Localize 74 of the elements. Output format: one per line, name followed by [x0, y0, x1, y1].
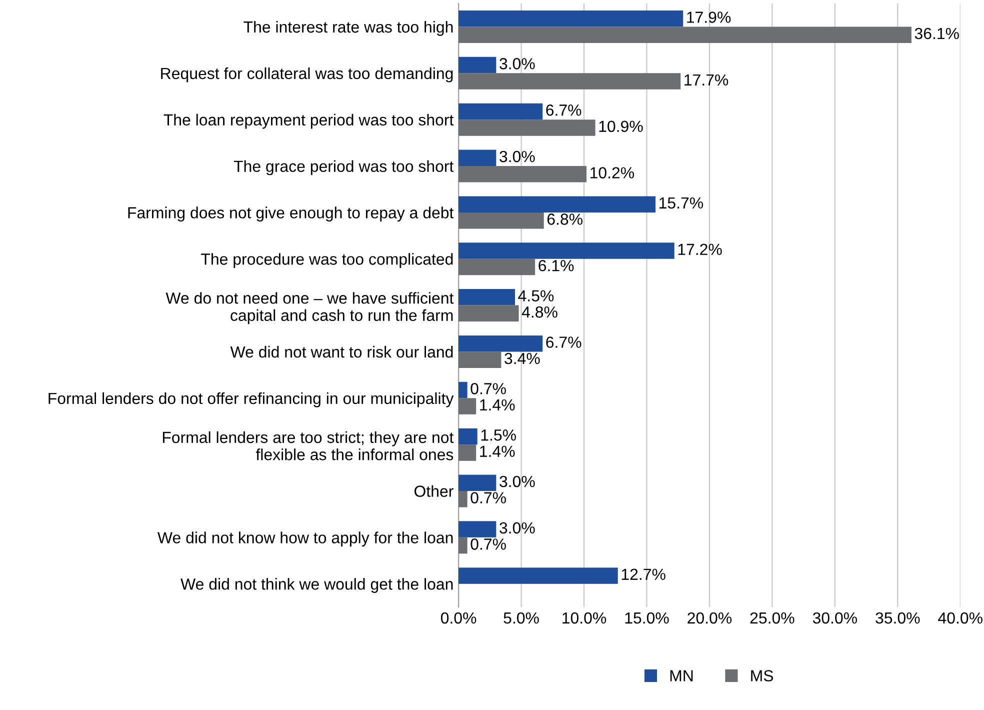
bar: [458, 474, 496, 491]
data-label: 6.1%: [538, 260, 574, 272]
bar: [458, 568, 618, 584]
y-tick-label: Formal lenders do not offer refinancing in our municipality: [48, 392, 454, 408]
x-tick-label: 20.0%: [688, 612, 732, 624]
data-label: 1.4%: [480, 399, 515, 410]
bar: [458, 382, 468, 398]
bar: [458, 120, 596, 136]
y-tick-label: We did not want to risk our land: [230, 346, 453, 358]
bar: [458, 289, 515, 306]
data-label: 4.5%: [518, 290, 554, 302]
data-label: 0.7%: [470, 492, 506, 504]
data-label: 0.7%: [470, 538, 506, 550]
bar: [458, 335, 543, 352]
y-tick-label: We did not think we would get the loan: [180, 578, 453, 593]
data-label: 0.7%: [470, 383, 506, 394]
y-tick-label: Farming does not give enough to repay a debt: [128, 206, 454, 222]
bar: [458, 521, 496, 538]
x-tick-label: 35.0%: [876, 612, 920, 624]
bar: [458, 242, 674, 259]
bar: [458, 150, 496, 166]
bar: [458, 73, 681, 90]
bar: [458, 444, 476, 461]
y-tick-label: Other: [414, 485, 454, 497]
x-tick-label: 40.0%: [938, 612, 982, 624]
legend-label: MS: [751, 670, 774, 682]
x-tick-label: 15.0%: [625, 612, 669, 624]
x-tick-label: 0.0%: [440, 612, 476, 624]
y-tick-label: The procedure was too complicated: [201, 253, 453, 268]
x-tick-label: 5.0%: [504, 612, 539, 624]
bar: [458, 537, 468, 554]
data-label: 6.7%: [546, 104, 582, 116]
bar: [458, 352, 502, 368]
y-tick-label: We do not need one – we have sufficient capital and cash to run the farm: [166, 292, 454, 324]
data-label: 6.7%: [546, 336, 582, 348]
y-tick-label: We did not know how to apply for the loan: [158, 532, 453, 547]
bar: [458, 196, 656, 212]
data-label: 10.9%: [599, 120, 643, 132]
bar: [458, 10, 684, 27]
data-label: 15.7%: [660, 197, 704, 209]
bar: [458, 258, 536, 276]
data-label: 17.7%: [684, 74, 728, 86]
data-label: 36.1%: [914, 28, 959, 40]
data-label: 10.2%: [590, 167, 634, 178]
y-tick-label: Request for collateral was too demanding: [161, 67, 453, 82]
y-tick-label: The loan repayment period was too short: [164, 114, 454, 129]
data-label: 3.4%: [504, 352, 540, 364]
y-tick-label: The grace period was too short: [234, 160, 454, 176]
bar: [458, 490, 468, 508]
bar: [458, 398, 476, 414]
data-label: 6.8%: [547, 214, 582, 225]
x-tick-label: 25.0%: [750, 612, 794, 624]
legend-label: MN: [670, 670, 693, 682]
data-label: 3.0%: [500, 522, 535, 534]
data-label: 3.0%: [500, 476, 535, 488]
data-label: 3.0%: [500, 150, 535, 162]
data-label: 3.0%: [500, 58, 535, 70]
bar: [458, 103, 543, 120]
bar: [458, 56, 496, 74]
data-label: 17.2%: [678, 244, 722, 255]
bar: [458, 305, 519, 322]
x-tick-label: 10.0%: [562, 612, 606, 624]
y-tick-label: Formal lenders are too strict; they are not flexible as the informal ones: [162, 431, 454, 460]
y-tick-label: The interest rate was too high: [244, 20, 453, 36]
data-label: 1.4%: [480, 446, 515, 457]
data-label: 1.5%: [481, 429, 516, 441]
data-label: 17.9%: [687, 12, 731, 23]
data-label: 12.7%: [622, 568, 666, 580]
bar: [458, 212, 544, 229]
data-label: 4.8%: [522, 306, 558, 318]
x-tick-label: 30.0%: [812, 612, 857, 624]
bar: [458, 26, 912, 44]
bar: [458, 428, 478, 445]
bar: [458, 166, 587, 182]
